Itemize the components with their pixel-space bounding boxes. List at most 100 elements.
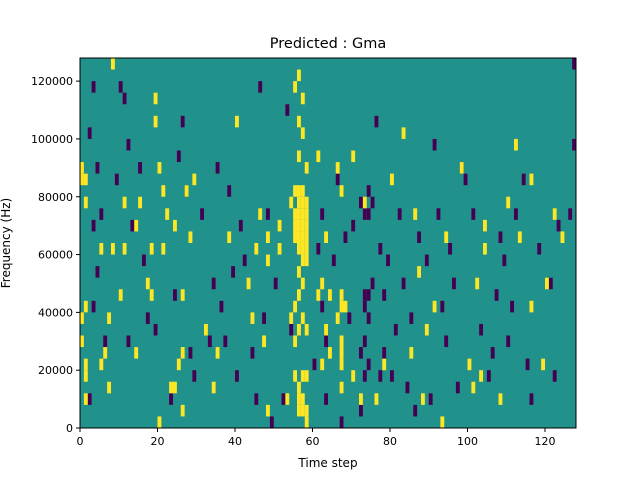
heatmap-cell-high [80, 173, 84, 186]
heatmap-cell-high [149, 243, 154, 255]
heatmap-cell-low [250, 347, 255, 359]
heatmap-cell-high [157, 162, 162, 174]
heatmap-cell-high [122, 196, 127, 209]
heatmap-cell-high [293, 231, 298, 243]
heatmap-cell-high [552, 208, 557, 220]
heatmap-cell-high [320, 277, 325, 290]
heatmap-cell-high [297, 219, 301, 232]
heatmap-cell-high [339, 289, 344, 301]
heatmap-cell-high [297, 150, 301, 163]
y-tick-label: 0 [66, 422, 73, 435]
heatmap-cell-high [184, 185, 189, 197]
heatmap-cell-low [362, 208, 367, 220]
heatmap-cell-low [432, 138, 437, 151]
heatmap-cell-high [83, 370, 88, 382]
heatmap-cell-high [83, 393, 88, 405]
heatmap-cell-high [320, 358, 325, 371]
heatmap-cell-low [506, 335, 511, 348]
heatmap-cell-high [293, 370, 298, 382]
heatmap-cell-high [304, 370, 309, 382]
heatmap-cell-high [165, 208, 170, 220]
heatmap-cell-high [506, 196, 511, 209]
heatmap-cell-low [405, 381, 410, 394]
heatmap-cell-low [409, 312, 414, 324]
heatmap-cell-low [366, 208, 371, 220]
heatmap-cell-high [297, 243, 301, 255]
heatmap-cell-high [304, 219, 309, 232]
heatmap-cell-high [138, 196, 143, 209]
heatmap-cell-high [304, 208, 309, 220]
heatmap-cell-low [258, 81, 263, 93]
heatmap-cell-low [200, 208, 205, 220]
heatmap-cell-high [235, 115, 239, 128]
heatmap-cell-high [374, 393, 379, 405]
heatmap-cell-high [359, 393, 363, 405]
heatmap-cell-high [339, 347, 344, 359]
plot-frame [79, 57, 577, 429]
heatmap-cell-low [370, 277, 375, 290]
heatmap-cell-high [479, 370, 484, 382]
heatmap-cell-high [304, 323, 309, 336]
heatmap-cell-low [444, 335, 449, 348]
heatmap-cell-low [176, 150, 181, 163]
heatmap-cell-low [548, 277, 553, 290]
chart-title: Predicted : Gma [270, 36, 386, 52]
y-axis: 0 20000 40000 60000 80000 100000 120000 [31, 75, 80, 435]
x-tick-label: 100 [457, 435, 478, 448]
heatmap-cell-high [339, 300, 344, 313]
heatmap-cell-high [413, 208, 418, 220]
heatmap-cell-high [300, 254, 305, 267]
heatmap-cell-low [312, 358, 317, 371]
heatmap-cell-low [366, 185, 371, 197]
heatmap-cell-high [134, 347, 139, 359]
heatmap-cell-low [281, 393, 286, 405]
heatmap-cell-high [254, 243, 259, 255]
heatmap-cell-high [390, 173, 394, 186]
x-tick-label: 120 [535, 435, 556, 448]
heatmap-cell-high [328, 347, 332, 359]
heatmap-cell-low [153, 323, 158, 336]
heatmap-cell-low [525, 358, 530, 371]
heatmap-cell-high [304, 243, 309, 255]
heatmap-cell-high [293, 81, 298, 93]
heatmap-cell-high [316, 150, 321, 163]
heatmap-cell-low [366, 312, 371, 324]
heatmap-cell-low [211, 277, 216, 290]
heatmap-cell-low [91, 81, 96, 93]
heatmap-cell-high [83, 196, 88, 209]
heatmap-cell-high [157, 416, 162, 428]
heatmap-cell-high [304, 231, 309, 243]
heatmap-cell-low [273, 277, 278, 290]
heatmap-cell-high [297, 404, 301, 417]
heatmap-cell-high [188, 231, 193, 243]
heatmap-cell-high [304, 416, 309, 428]
heatmap-cell-high [173, 219, 177, 232]
heatmap-cell-high [153, 115, 158, 128]
heatmap-cell-low [452, 277, 456, 290]
heatmap-cell-high [293, 300, 298, 313]
heatmap-cell-low [285, 104, 290, 116]
heatmap-cell-high [300, 231, 305, 243]
heatmap-cell-low [339, 416, 344, 428]
heatmap-cell-high [161, 185, 166, 197]
heatmap-cell-high [529, 300, 534, 313]
heatmap-cell-low [366, 358, 371, 371]
heatmap-cell-low [169, 393, 174, 405]
heatmap-cell-low [87, 127, 92, 139]
heatmap-cell-high [300, 127, 305, 139]
heatmap-cell-high [293, 185, 298, 197]
y-tick-label: 60000 [38, 249, 73, 262]
heatmap-cell-high [83, 300, 88, 313]
heatmap-cell-high [324, 323, 329, 336]
heatmap-cell-high [277, 243, 282, 255]
heatmap-cell-low [103, 335, 108, 348]
x-tick-label: 60 [306, 435, 320, 448]
heatmap-cell-high [153, 92, 158, 105]
heatmap-cell-low [114, 173, 119, 186]
heatmap-cell-high [483, 243, 487, 255]
x-axis-label: Time step [297, 456, 357, 470]
heatmap-cell-high [401, 127, 406, 139]
heatmap-cell-low [262, 312, 267, 324]
heatmap-cell-high [215, 347, 220, 359]
heatmap-cell-low [180, 115, 185, 128]
